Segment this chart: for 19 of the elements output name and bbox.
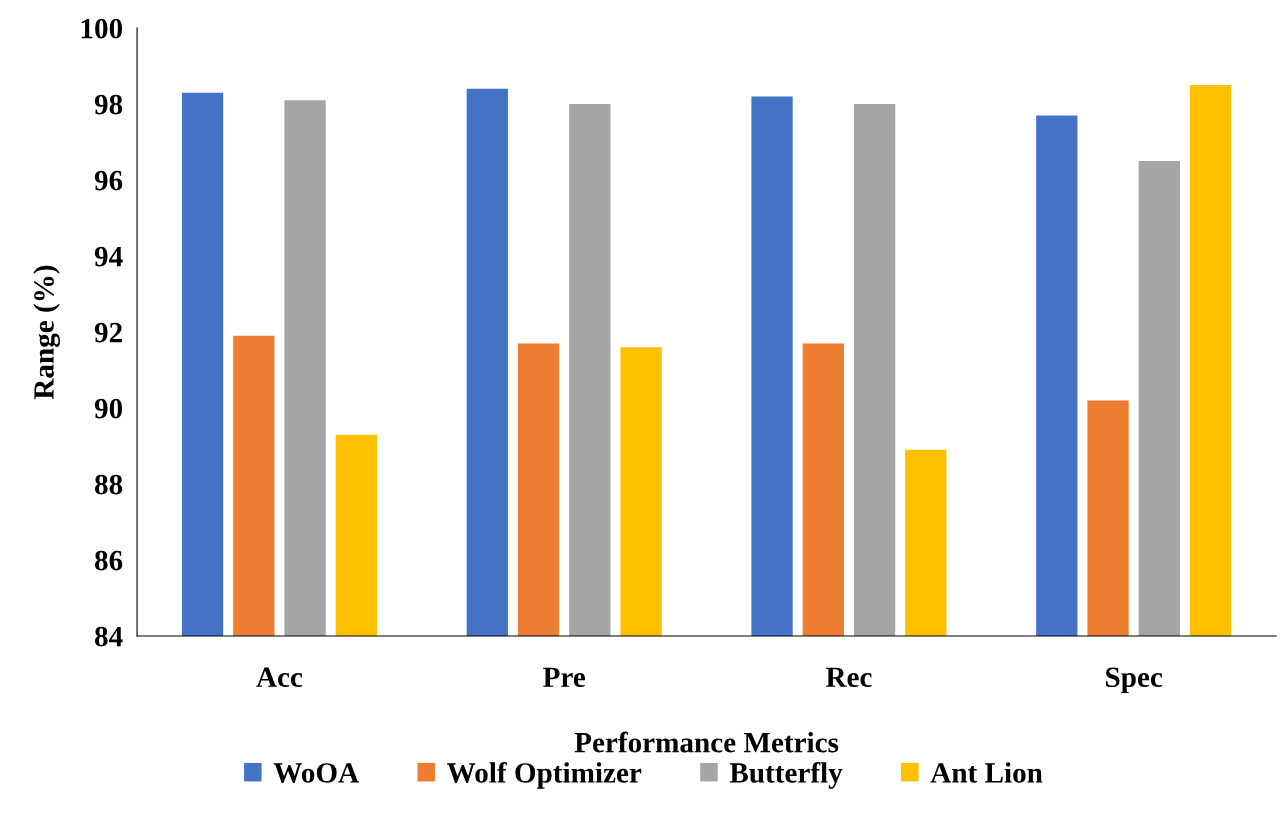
y-tick-label: 98 [94,94,123,115]
legend-label: Butterfly [729,761,843,789]
legend-label: Ant Lion [930,762,1043,783]
x-tick-label: Spec [1106,667,1163,694]
x-tick-label: Pre [543,667,586,688]
y-tick-label: 84 [94,626,123,647]
y-axis-title: Range (%) [33,265,60,400]
y-tick-label: 90 [94,398,123,419]
y-tick-label: 92 [94,322,122,343]
legend-label: Wolf Optimizer [447,761,642,789]
y-tick-label: 88 [94,474,123,495]
x-tick-label: Rec [825,667,872,688]
x-tick-label: Acc [256,667,303,688]
legend-label: WoOA [273,763,359,783]
y-tick-label: 86 [94,550,123,571]
y-tick-label: 100 [81,18,123,39]
y-tick-label: 94 [94,246,123,267]
y-tick-label: 96 [94,170,123,191]
x-axis-title: Performance Metrics [574,731,839,753]
